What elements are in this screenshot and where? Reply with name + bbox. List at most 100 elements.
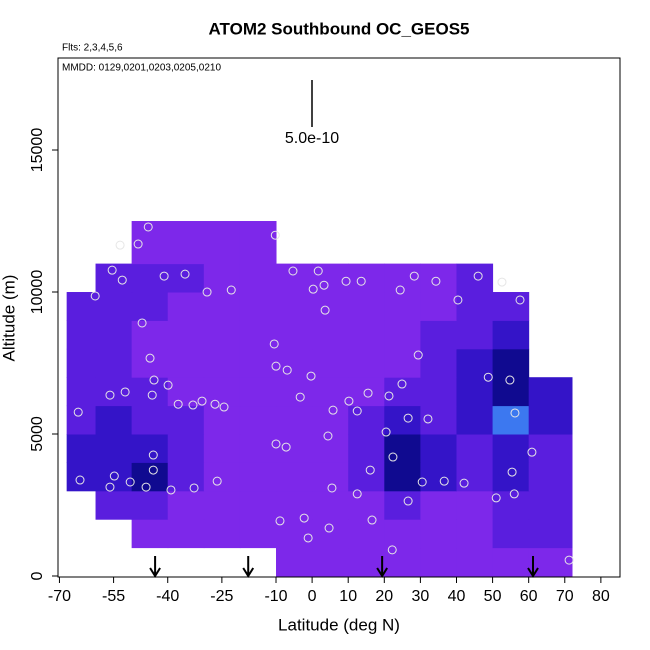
field-cell [420,405,457,435]
field-cell [528,490,573,520]
chart-title: ATOM2 Southbound OC_GEOS5 [209,19,470,38]
obs-point [564,555,574,565]
x-tick-label: 10 [339,588,357,605]
field-cell [528,405,573,435]
field-cell [420,377,457,407]
field-cell [131,434,169,463]
field-cell [420,292,457,321]
obs-point [166,485,176,495]
flights-note: Flts: 2,3,4,5,6 [62,43,123,54]
obs-point [341,276,351,286]
field-cell [239,434,277,463]
field-cell [276,462,313,492]
arrow [242,556,255,578]
obs-point [173,399,183,409]
obs-point [303,533,313,543]
field-cell [203,434,241,463]
obs-point [439,476,449,486]
field-cell [384,292,421,321]
obs-point [275,516,285,526]
field-cell [420,490,457,520]
field-cell [312,462,349,492]
obs-point [189,483,199,493]
field-cell [239,320,277,350]
obs-point [409,271,419,281]
field-cell [528,519,573,549]
field-cell [348,377,385,407]
obs-point [306,371,316,381]
x-tick-label: 70 [556,588,574,605]
field-cell [95,405,133,435]
field-cell [348,462,385,492]
field-cell [95,348,133,378]
field-cell [239,377,277,407]
field-cell [131,221,169,265]
obs-point [473,271,483,281]
points [73,222,574,565]
obs-point [395,285,405,295]
obs-point [320,305,330,315]
field-cell [167,377,205,407]
obs-point [356,276,366,286]
field-cell [66,377,97,407]
obs-point [107,265,117,275]
x-tick-label: 40 [448,588,466,605]
field-cell [456,320,494,350]
obs-point [388,452,398,462]
field-cell [420,519,457,549]
x-tick-label: 80 [592,588,610,605]
obs-point [319,280,329,290]
field-cell [528,434,573,463]
arrow [149,556,161,578]
field-cell [348,292,385,321]
obs-point [352,489,362,499]
x-tick-label: 0 [308,588,317,605]
arrow [376,556,388,578]
field-cell [384,263,421,293]
obs-point [288,266,298,276]
obs-point [133,239,143,249]
obs-point [491,493,501,503]
obs-point [483,372,493,382]
obs-point [282,365,292,375]
field-cell [348,490,385,520]
field-cell [131,490,169,520]
field-cell [492,462,530,492]
field-cell [456,434,494,463]
x-tick-label: 20 [375,588,393,605]
field-cell [492,377,530,407]
x-tick-label: -10 [264,588,287,605]
field-cell [456,490,494,520]
field-cell [239,263,277,293]
field-cell [95,263,133,293]
field-cell [66,462,97,492]
field-cell [276,292,313,321]
field-cell [312,263,349,293]
field-cell [276,434,313,463]
field-cell [348,263,385,293]
field-cell [420,348,457,378]
y-tick-label: 15000 [29,128,46,173]
field-cell [276,547,313,577]
field-cell [167,490,205,520]
field-cell [384,377,421,407]
obs-point [270,230,280,240]
plot-frame [57,57,621,578]
field-cell [239,490,277,520]
field-cell [348,320,385,350]
field-cell [312,405,349,435]
obs-point [453,295,463,305]
obs-point [148,450,158,460]
obs-point [163,380,173,390]
obs-point [417,477,427,487]
field-cell [420,320,457,350]
field-cell [456,519,494,549]
obs-point [313,266,323,276]
field-cell [167,221,205,265]
field-cell [384,434,421,463]
x-tick-label: -55 [102,588,125,605]
field-cell [312,292,349,321]
obs-point [271,439,281,449]
field-cell [239,519,277,549]
obs-point [143,222,153,232]
